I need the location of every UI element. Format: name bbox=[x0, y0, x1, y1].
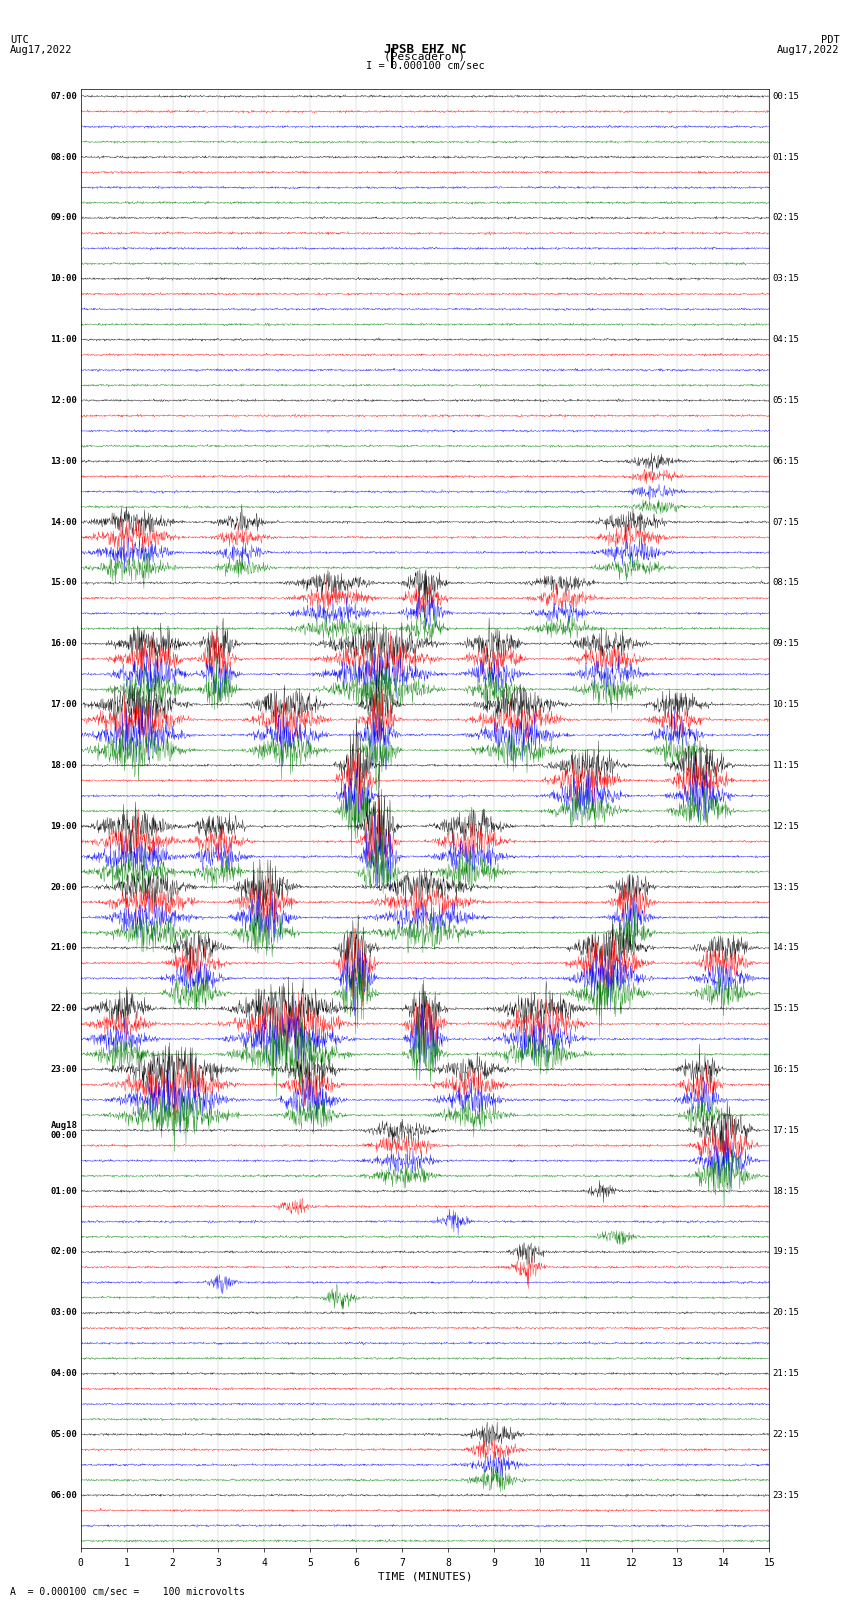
Text: 23:15: 23:15 bbox=[773, 1490, 800, 1500]
Text: 07:15: 07:15 bbox=[773, 518, 800, 526]
Text: 03:00: 03:00 bbox=[50, 1308, 77, 1318]
Text: 02:00: 02:00 bbox=[50, 1247, 77, 1257]
Text: 22:00: 22:00 bbox=[50, 1005, 77, 1013]
Text: JPSB EHZ NC: JPSB EHZ NC bbox=[383, 44, 467, 56]
Text: 09:00: 09:00 bbox=[50, 213, 77, 223]
Text: 12:15: 12:15 bbox=[773, 821, 800, 831]
Text: 22:15: 22:15 bbox=[773, 1431, 800, 1439]
Text: (Pescadero ): (Pescadero ) bbox=[384, 52, 466, 61]
Text: 21:15: 21:15 bbox=[773, 1369, 800, 1378]
Text: 13:15: 13:15 bbox=[773, 882, 800, 892]
Text: 20:00: 20:00 bbox=[50, 882, 77, 892]
Text: 15:15: 15:15 bbox=[773, 1005, 800, 1013]
Text: 06:15: 06:15 bbox=[773, 456, 800, 466]
Text: 14:15: 14:15 bbox=[773, 944, 800, 952]
X-axis label: TIME (MINUTES): TIME (MINUTES) bbox=[377, 1571, 473, 1582]
Text: 08:00: 08:00 bbox=[50, 153, 77, 161]
Text: 12:00: 12:00 bbox=[50, 395, 77, 405]
Text: I = 0.000100 cm/sec: I = 0.000100 cm/sec bbox=[366, 61, 484, 71]
Text: 09:15: 09:15 bbox=[773, 639, 800, 648]
Text: 04:15: 04:15 bbox=[773, 336, 800, 344]
Text: 08:15: 08:15 bbox=[773, 579, 800, 587]
Text: 01:15: 01:15 bbox=[773, 153, 800, 161]
Text: Aug17,2022: Aug17,2022 bbox=[777, 45, 840, 55]
Text: 02:15: 02:15 bbox=[773, 213, 800, 223]
Text: 10:15: 10:15 bbox=[773, 700, 800, 710]
Text: 10:00: 10:00 bbox=[50, 274, 77, 284]
Text: 18:00: 18:00 bbox=[50, 761, 77, 769]
Text: 11:00: 11:00 bbox=[50, 336, 77, 344]
Text: 17:00: 17:00 bbox=[50, 700, 77, 710]
Text: 00:15: 00:15 bbox=[773, 92, 800, 102]
Text: 15:00: 15:00 bbox=[50, 579, 77, 587]
Text: 13:00: 13:00 bbox=[50, 456, 77, 466]
Text: 21:00: 21:00 bbox=[50, 944, 77, 952]
Text: 17:15: 17:15 bbox=[773, 1126, 800, 1136]
Text: UTC: UTC bbox=[10, 35, 29, 45]
Text: PDT: PDT bbox=[821, 35, 840, 45]
Text: Aug18
00:00: Aug18 00:00 bbox=[50, 1121, 77, 1140]
Text: 19:15: 19:15 bbox=[773, 1247, 800, 1257]
Text: 14:00: 14:00 bbox=[50, 518, 77, 526]
Text: 11:15: 11:15 bbox=[773, 761, 800, 769]
Text: 23:00: 23:00 bbox=[50, 1065, 77, 1074]
Text: 20:15: 20:15 bbox=[773, 1308, 800, 1318]
Text: 01:00: 01:00 bbox=[50, 1187, 77, 1195]
Text: 05:00: 05:00 bbox=[50, 1431, 77, 1439]
Text: 16:15: 16:15 bbox=[773, 1065, 800, 1074]
Text: 19:00: 19:00 bbox=[50, 821, 77, 831]
Text: 04:00: 04:00 bbox=[50, 1369, 77, 1378]
Text: 06:00: 06:00 bbox=[50, 1490, 77, 1500]
Text: 16:00: 16:00 bbox=[50, 639, 77, 648]
Text: Aug17,2022: Aug17,2022 bbox=[10, 45, 73, 55]
Text: 07:00: 07:00 bbox=[50, 92, 77, 102]
Text: A  = 0.000100 cm/sec =    100 microvolts: A = 0.000100 cm/sec = 100 microvolts bbox=[10, 1587, 245, 1597]
Text: 05:15: 05:15 bbox=[773, 395, 800, 405]
Text: 03:15: 03:15 bbox=[773, 274, 800, 284]
Text: 18:15: 18:15 bbox=[773, 1187, 800, 1195]
